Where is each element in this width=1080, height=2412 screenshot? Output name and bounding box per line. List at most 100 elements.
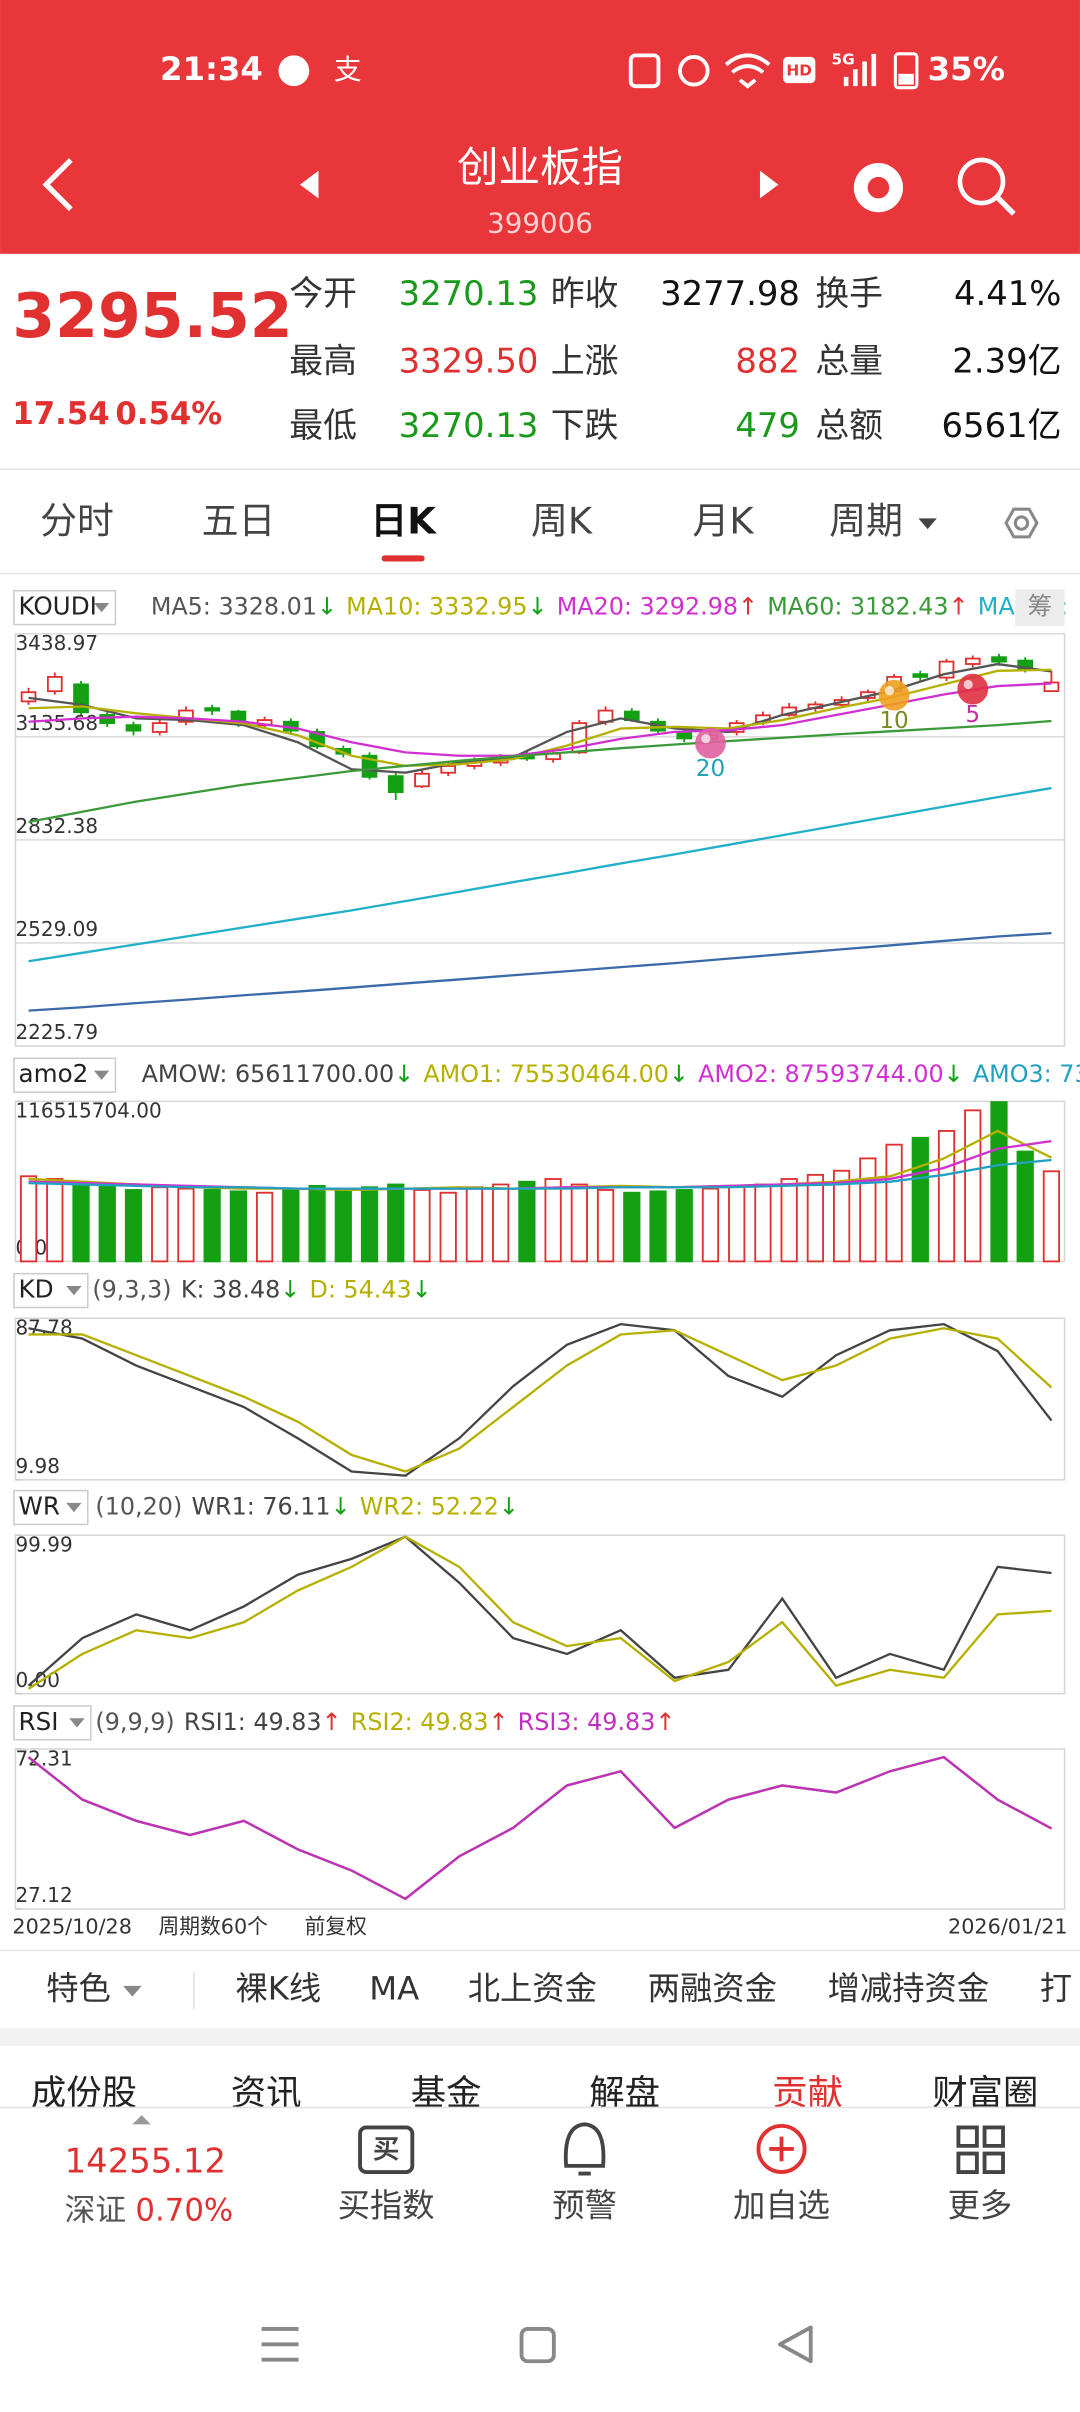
settings-button[interactable] bbox=[1004, 507, 1039, 539]
indicator-tab[interactable]: 特色 bbox=[46, 1970, 111, 2008]
side-button-text: 筹 bbox=[1028, 592, 1053, 621]
search-handle bbox=[994, 194, 1016, 216]
x-adjust: 前复权 bbox=[305, 1914, 368, 1938]
stat-value: 6561亿 bbox=[942, 406, 1062, 445]
prev-button[interactable] bbox=[300, 170, 319, 199]
volume-bar bbox=[623, 1191, 641, 1263]
volume-bar bbox=[151, 1186, 169, 1263]
side-button[interactable] bbox=[1015, 589, 1065, 627]
period-tab[interactable]: 月K bbox=[692, 500, 754, 543]
plot-frame bbox=[14, 1748, 1066, 1910]
index-value[interactable]: 14255.12 bbox=[65, 2141, 226, 2180]
nav-item[interactable]: 预警 bbox=[552, 2186, 617, 2224]
price-change-pct: 0.54% bbox=[115, 396, 222, 432]
legend-trend: ↓ bbox=[280, 1275, 300, 1303]
add-plus bbox=[769, 2136, 794, 2162]
indicator-name: KD bbox=[19, 1275, 54, 1304]
legend-trend: ↑ bbox=[738, 592, 758, 620]
indicator-tab[interactable]: MA bbox=[369, 1970, 419, 2008]
plot-frame bbox=[14, 1534, 1066, 1695]
indicator-arrow bbox=[69, 1718, 85, 1728]
next-button[interactable] bbox=[759, 170, 779, 199]
indicator-arrow bbox=[66, 1285, 82, 1296]
period-tab[interactable]: 周期 bbox=[829, 500, 903, 543]
legend-item: RSI2: 49.83 bbox=[351, 1707, 489, 1735]
legend: MA5: 3328.01↓ MA10: 3332.95↓ MA20: 3292.98… bbox=[151, 592, 1068, 620]
indicator-tab[interactable]: 增减持资金 bbox=[828, 1970, 990, 2008]
legend-trend: ↓ bbox=[412, 1275, 432, 1303]
volume-bar bbox=[308, 1184, 326, 1263]
indicator-line bbox=[27, 1755, 1053, 1901]
volume-bar bbox=[492, 1183, 510, 1263]
legend-params: (9,3,3) bbox=[92, 1275, 171, 1303]
legend: (9,9,9) RSI1: 49.83↑ RSI2: 49.83↑ RSI3: 49.… bbox=[95, 1707, 675, 1735]
nav-item[interactable]: 买指数 bbox=[338, 2186, 435, 2224]
nav-item[interactable]: 更多 bbox=[948, 2186, 1013, 2224]
status-time: 21:34 bbox=[160, 50, 263, 88]
x-end: 2026/01/21 bbox=[948, 1914, 1068, 1938]
stat-label: 换手 bbox=[815, 274, 883, 313]
period-tab[interactable]: 分时 bbox=[40, 500, 114, 543]
menu-button[interactable] bbox=[261, 2327, 299, 2362]
signal-ball-shine bbox=[884, 686, 895, 696]
indicator-tab[interactable]: 北上资金 bbox=[468, 1970, 597, 2008]
home-button[interactable] bbox=[519, 2327, 556, 2364]
index-pct: 0.70% bbox=[135, 2193, 233, 2229]
stat-label: 总额 bbox=[815, 406, 883, 445]
back-button[interactable] bbox=[42, 158, 73, 212]
indicator-tab[interactable]: 两融资金 bbox=[648, 1970, 777, 2008]
nfc-icon bbox=[628, 53, 661, 89]
volume-bar bbox=[728, 1184, 746, 1263]
period-tab[interactable]: 日K bbox=[370, 500, 437, 543]
legend-item: AMO2: 87593744.00 bbox=[698, 1060, 944, 1088]
volume-bar bbox=[439, 1191, 457, 1263]
volume-bar bbox=[649, 1190, 667, 1263]
indicator-arrow bbox=[93, 603, 110, 613]
search-button[interactable] bbox=[957, 157, 1006, 206]
legend-params: (10,20) bbox=[95, 1492, 182, 1520]
legend-trend: ↓ bbox=[499, 1492, 519, 1520]
volume-bar bbox=[360, 1186, 379, 1263]
indicator-tab[interactable]: 打 bbox=[1040, 1970, 1072, 2008]
legend: AMOW: 65611700.00↓ AMO1: 75530464.00↓ AMO2… bbox=[142, 1060, 1080, 1088]
settings-dot bbox=[1013, 515, 1030, 531]
indicator-name: RSI bbox=[19, 1707, 59, 1736]
y-tick-label: 72.31 bbox=[15, 1746, 72, 1770]
indicator-line bbox=[27, 1755, 1053, 1901]
candle-body bbox=[912, 673, 929, 678]
volume-bar bbox=[833, 1169, 851, 1263]
legend-item: AMO3: 73830 bbox=[973, 1060, 1080, 1088]
stat-label: 昨收 bbox=[551, 274, 619, 313]
legend: (10,20) WR1: 76.11↓ WR2: 52.22↓ bbox=[95, 1492, 518, 1520]
indicator-arrow bbox=[93, 1070, 110, 1080]
stat-value: 479 bbox=[735, 406, 800, 445]
battery-level bbox=[898, 73, 914, 85]
indicator-tab[interactable]: 裸K线 bbox=[235, 1970, 321, 2008]
stat-label: 下跌 bbox=[551, 406, 619, 445]
stat-value: 3329.50 bbox=[399, 342, 539, 381]
candle-body bbox=[178, 709, 194, 723]
bottom-nav-bg bbox=[0, 2107, 1080, 2249]
indicator-line bbox=[28, 1327, 1053, 1473]
nav-item[interactable]: 加自选 bbox=[733, 2186, 830, 2224]
gap bbox=[0, 2027, 1080, 2046]
period-tab[interactable]: 周K bbox=[531, 500, 593, 543]
stat-value: 3270.13 bbox=[399, 274, 539, 313]
stat-value: 3270.13 bbox=[399, 406, 539, 445]
last-price: 3295.52 bbox=[12, 280, 292, 352]
hd-text: HD bbox=[786, 61, 812, 79]
app-icon bbox=[278, 55, 310, 87]
volume-bar bbox=[990, 1101, 1008, 1263]
expand-arrow[interactable] bbox=[132, 2115, 151, 2125]
volume-bar bbox=[570, 1183, 588, 1263]
legend-item: MA5: 3328.01 bbox=[151, 592, 317, 620]
y-tick-label: 2529.09 bbox=[15, 917, 98, 941]
legend-trend: ↑ bbox=[949, 592, 969, 620]
period-tab[interactable]: 五日 bbox=[202, 500, 276, 543]
candle-body bbox=[387, 775, 404, 794]
page-title: 创业板指 bbox=[457, 143, 623, 192]
y-tick-label: 2225.79 bbox=[15, 1020, 98, 1044]
header-bg bbox=[0, 0, 1080, 254]
back-nav-button[interactable] bbox=[778, 2325, 813, 2364]
